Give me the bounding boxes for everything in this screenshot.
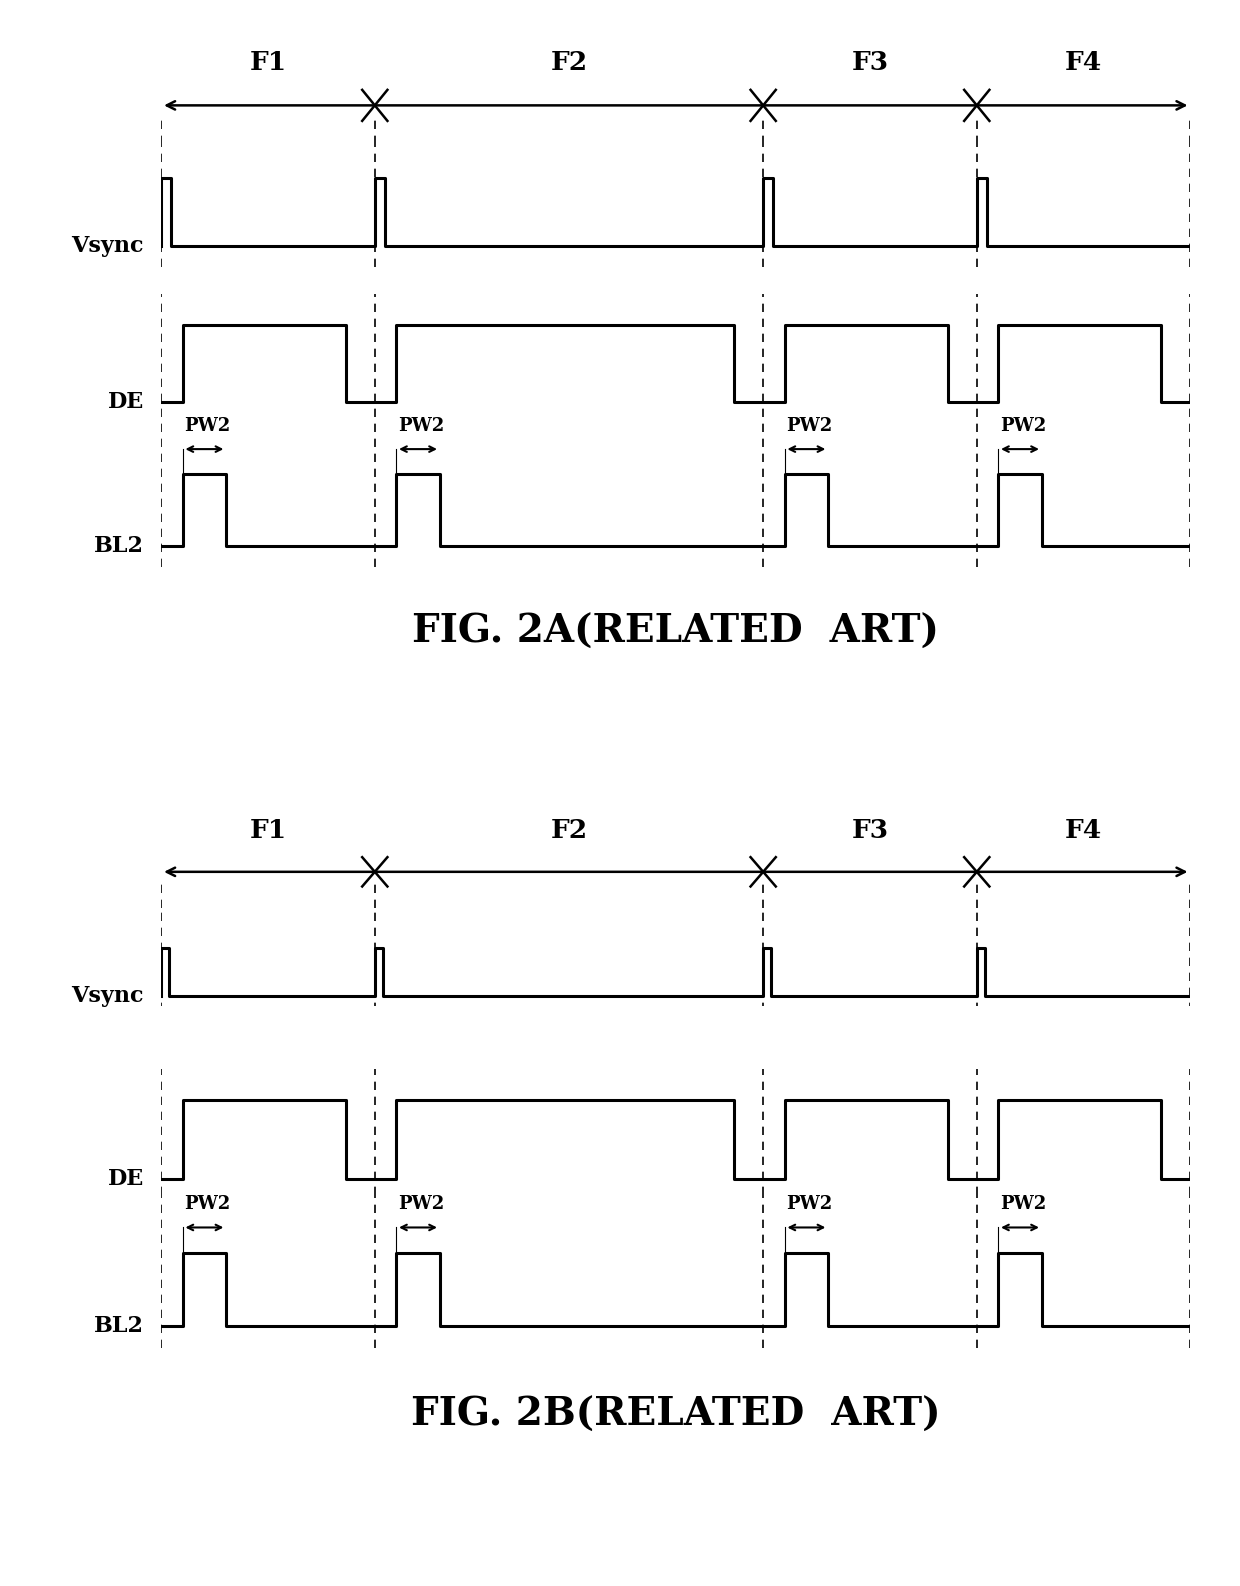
Text: FIG. 2A(RELATED  ART): FIG. 2A(RELATED ART) — [412, 612, 940, 650]
Text: PW2: PW2 — [185, 417, 231, 435]
Text: PW2: PW2 — [786, 1194, 833, 1213]
Text: F2: F2 — [551, 49, 588, 75]
Text: PW2: PW2 — [398, 417, 444, 435]
Text: PW2: PW2 — [398, 1194, 444, 1213]
Text: F2: F2 — [551, 818, 588, 844]
Text: F4: F4 — [1065, 818, 1102, 844]
Text: F3: F3 — [852, 49, 889, 75]
Text: BL2: BL2 — [94, 534, 144, 557]
Text: F1: F1 — [249, 49, 286, 75]
Text: PW2: PW2 — [185, 1194, 231, 1213]
Text: F4: F4 — [1065, 49, 1102, 75]
Text: Vsync: Vsync — [71, 985, 144, 1007]
Text: PW2: PW2 — [1001, 417, 1047, 435]
Text: PW2: PW2 — [1001, 1194, 1047, 1213]
Text: F1: F1 — [249, 818, 286, 844]
Text: DE: DE — [108, 390, 144, 412]
Text: DE: DE — [108, 1167, 144, 1190]
Text: PW2: PW2 — [786, 417, 833, 435]
Text: F3: F3 — [852, 818, 889, 844]
Text: Vsync: Vsync — [71, 235, 144, 257]
Text: BL2: BL2 — [94, 1315, 144, 1337]
Text: FIG. 2B(RELATED  ART): FIG. 2B(RELATED ART) — [410, 1396, 941, 1434]
